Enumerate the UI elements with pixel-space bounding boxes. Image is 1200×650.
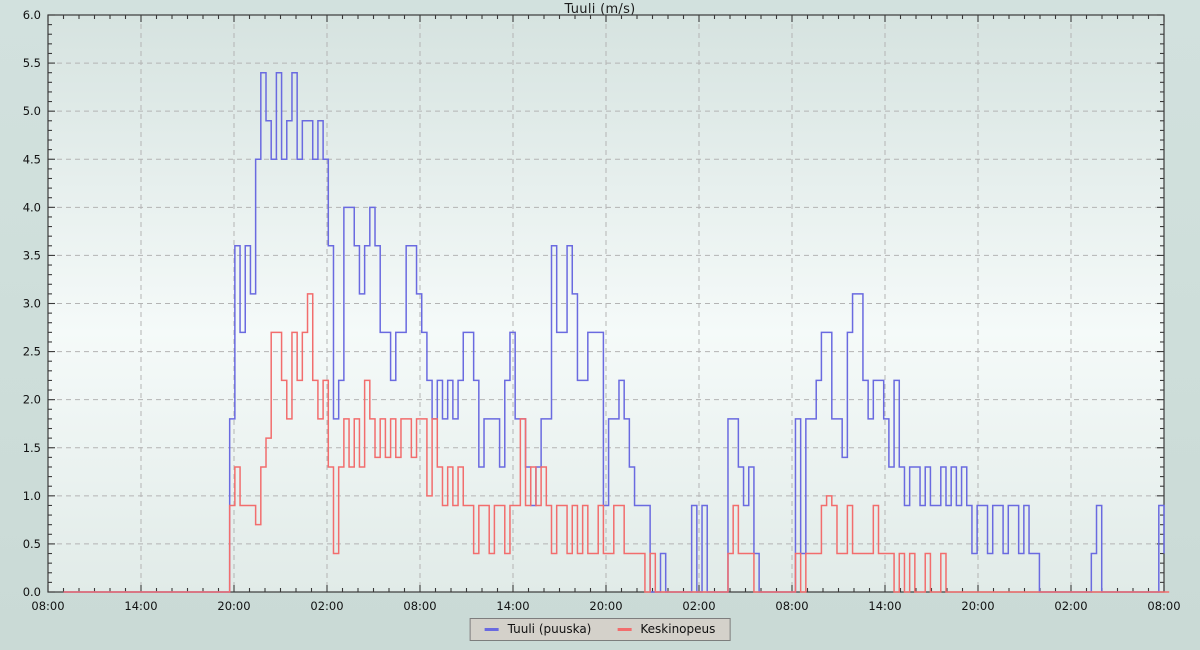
legend-box: Tuuli (puuska) Keskinopeus	[469, 618, 731, 641]
y-tick-label: 3.5	[23, 248, 41, 262]
x-tick-label: 14:00	[124, 599, 157, 613]
y-tick-label: 6.0	[23, 8, 41, 22]
y-tick-label: 5.5	[23, 56, 41, 70]
x-tick-label: 02:00	[1054, 599, 1087, 613]
x-tick-label: 08:00	[403, 599, 436, 613]
y-tick-label: 3.0	[23, 297, 41, 311]
y-tick-label: 0.0	[23, 585, 41, 599]
chart-title: Tuuli (m/s)	[564, 2, 636, 17]
x-tick-label: 08:00	[775, 599, 808, 613]
legend-item-average: Keskinopeus	[617, 622, 715, 636]
x-tick-label: 20:00	[961, 599, 994, 613]
x-tick-label: 20:00	[217, 599, 250, 613]
x-tick-label: 20:00	[589, 599, 622, 613]
series-average	[63, 293, 1170, 593]
y-tick-label: 1.0	[23, 489, 41, 503]
legend-label-average: Keskinopeus	[640, 622, 716, 636]
y-tick-label: 2.5	[23, 345, 41, 359]
x-tick-label: 08:00	[1147, 599, 1180, 613]
y-tick-label: 4.0	[23, 200, 41, 214]
y-tick-label: 4.5	[23, 152, 41, 166]
legend-label-gust: Tuuli (puuska)	[507, 622, 592, 636]
series-gust	[63, 71, 1165, 593]
average-line-swatch-icon	[617, 627, 632, 631]
legend-item-gust: Tuuli (puuska)	[484, 622, 592, 636]
x-tick-label: 08:00	[31, 599, 64, 613]
x-tick-label: 02:00	[310, 599, 343, 613]
y-tick-label: 0.5	[23, 537, 41, 551]
x-tick-label: 14:00	[496, 599, 529, 613]
x-tick-label: 14:00	[868, 599, 901, 613]
y-tick-label: 1.5	[23, 441, 41, 455]
y-tick-label: 5.0	[23, 104, 41, 118]
y-tick-label: 2.0	[23, 393, 41, 407]
x-tick-label: 02:00	[682, 599, 715, 613]
gust-line-swatch-icon	[484, 627, 499, 631]
